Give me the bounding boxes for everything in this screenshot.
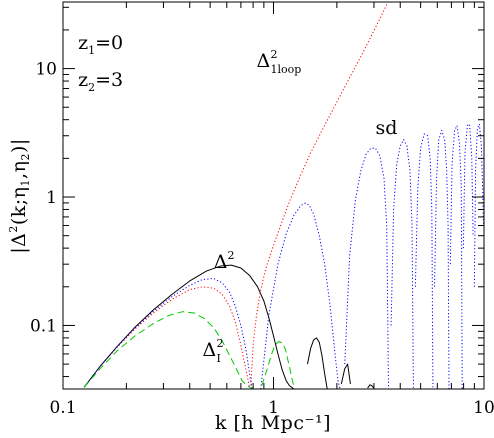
- y-axis-label-pre: |Δ: [8, 233, 30, 254]
- annotation-rest: =3: [95, 69, 123, 91]
- annotation-sub: 2: [88, 81, 95, 94]
- y-axis-label: |Δ2(k;η1,η2)|: [7, 138, 32, 254]
- ticks-layer: [62, 2, 485, 389]
- annotation-base: z: [78, 69, 88, 91]
- y-axis-label-sup: 2: [7, 225, 20, 233]
- annotation-sup: 2: [270, 48, 277, 61]
- annotation-z1: z1=0: [78, 32, 123, 57]
- y-axis-label-post: (k;η: [8, 186, 30, 225]
- annotation-base: sd: [375, 117, 397, 139]
- x-tick-label: 0.1: [49, 398, 76, 418]
- annotation-base: z: [78, 32, 88, 54]
- y-axis-label-end: )|: [8, 138, 30, 153]
- annotation-sub: 1loop: [270, 63, 301, 76]
- series-delta2-1loop: [250, 2, 389, 389]
- annotation-z2: z2=3: [78, 69, 123, 94]
- y-tick-label: 0.1: [30, 316, 57, 336]
- series-delta2-i: [83, 311, 296, 389]
- x-tick-label: 10: [473, 398, 494, 418]
- series-layer: [83, 2, 484, 389]
- y-axis-label-sub2: 2: [19, 153, 32, 161]
- series-delta2-tree-dotted: [83, 286, 251, 388]
- annotation-rest: =0: [95, 32, 123, 54]
- annotation-sup: 2: [227, 249, 234, 262]
- y-tick-label: 10: [35, 60, 57, 80]
- y-axis-label-sub1: 1: [19, 179, 32, 187]
- series-sd: [83, 123, 484, 389]
- y-tick-label: 1: [46, 188, 57, 208]
- annotation-sup: 2: [217, 337, 224, 350]
- annotation-base: Δ: [214, 251, 228, 273]
- y-axis-label-mid: ,η: [8, 161, 30, 179]
- annotation-delta2-i-label: Δ2 I: [203, 337, 224, 365]
- annotation-base: Δ: [203, 339, 217, 361]
- annotation-sub: 1: [88, 44, 95, 57]
- annotation-base: Δ: [256, 50, 270, 72]
- tick-labels: 0.1 1 10 0.1 1 10: [30, 60, 494, 418]
- series-delta2: [83, 264, 375, 389]
- annotation-delta2-label: Δ2: [214, 249, 235, 273]
- annotation-sd-label: sd: [375, 117, 397, 139]
- x-axis-label: k [h Mpc⁻¹]: [215, 412, 331, 434]
- annotation-sub: I: [217, 352, 221, 365]
- x-tick-label: 1: [268, 398, 279, 418]
- annotation-delta2-1loop-label: Δ2 1loop: [256, 48, 301, 76]
